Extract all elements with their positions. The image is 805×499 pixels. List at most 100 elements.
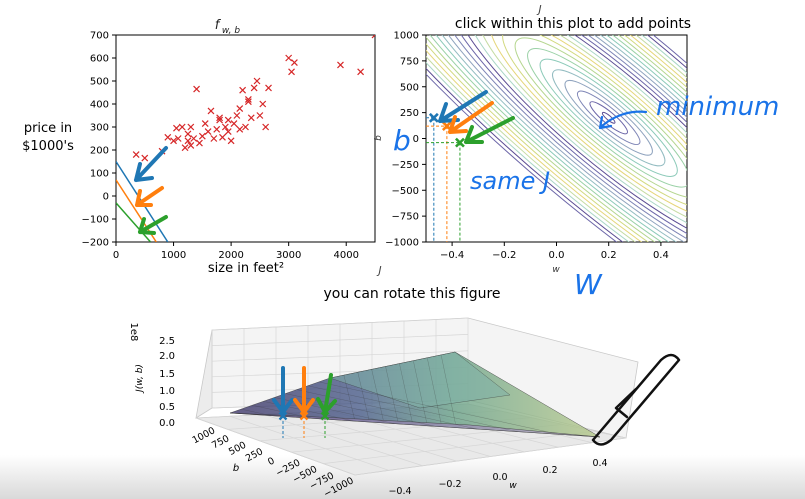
data-point-marker xyxy=(198,132,206,140)
handwritten-labels: b minimum same J W xyxy=(393,92,779,301)
mesh-line xyxy=(285,393,436,427)
data-point-marker xyxy=(337,61,344,69)
mesh-line xyxy=(318,381,559,435)
cost-contour-plot[interactable]: J click within this plot to add points −… xyxy=(237,0,805,451)
z-tick-label: 1.0 xyxy=(159,386,175,397)
contour-line xyxy=(426,35,687,242)
house-price-scatter-plot: f w, b 0 1000 2000 3000 4000 700600500400300… xyxy=(22,18,376,276)
contour-line xyxy=(489,35,687,220)
mesh-line xyxy=(413,360,427,423)
plot1-axes-frame xyxy=(115,34,376,243)
model-line xyxy=(116,202,152,242)
y-tick-label: 300 xyxy=(90,123,109,134)
plot2-axes-frame[interactable] xyxy=(425,34,688,243)
cost-surface-3d-plot[interactable]: J you can rotate this figure 2.5 2.0 1.5 1.… xyxy=(128,264,639,499)
z-tick-label: 0.0 xyxy=(159,418,175,429)
data-point-marker xyxy=(219,133,226,141)
handwritten-same-j: same J xyxy=(470,167,550,195)
plot1-x-ticks: 0 1000 2000 3000 4000 xyxy=(113,242,359,261)
minimum-pointer-arrow xyxy=(598,110,648,130)
data-point-marker xyxy=(290,59,298,67)
contour-line xyxy=(514,37,687,199)
plot1-y-ticks: 700 600 500 400 300 200 100 0 −100 −200 xyxy=(82,31,116,249)
x-tick-label: −0.2 xyxy=(438,479,461,490)
data-point-marker xyxy=(233,112,241,119)
data-point-marker xyxy=(253,77,261,85)
contour-line xyxy=(502,35,687,209)
mesh-line xyxy=(307,385,518,432)
x-tick-label: 2000 xyxy=(218,250,243,261)
grid-line xyxy=(211,317,469,331)
selected-point-marker xyxy=(278,411,288,421)
plot2-title: J xyxy=(536,3,541,16)
data-point-marker xyxy=(210,135,218,142)
mesh-line xyxy=(427,357,442,424)
contour-line xyxy=(527,48,687,188)
grid-line xyxy=(354,437,627,476)
plot3-y-label: b xyxy=(233,463,239,474)
handwritten-minimum: minimum xyxy=(656,92,779,122)
handwritten-w: W xyxy=(574,268,603,301)
data-point-marker xyxy=(224,128,232,136)
x-tick-label: 0.0 xyxy=(492,472,507,483)
data-point-marker xyxy=(184,130,192,138)
data-point-marker xyxy=(213,125,221,133)
data-point-marker xyxy=(357,68,365,76)
selected-point-marker xyxy=(320,411,330,421)
plot3-x-ticks: −0.4 −0.2 0.0 0.2 0.4 xyxy=(388,458,607,497)
plot3-title: J xyxy=(376,264,381,277)
y-tick-label: 0 xyxy=(103,192,109,203)
x-tick-label: 3000 xyxy=(276,250,301,261)
contour-line xyxy=(452,35,687,242)
z-tick-label: 0.5 xyxy=(159,402,175,413)
blue-arrow-icon xyxy=(272,366,294,414)
contour-line xyxy=(426,35,687,242)
x-tick-label: 0.2 xyxy=(601,250,617,261)
x-tick-label: −0.4 xyxy=(440,250,464,261)
contour-line xyxy=(464,35,687,241)
data-point-marker xyxy=(141,154,149,162)
data-point-marker xyxy=(236,105,244,113)
plot1-y-label-line1: price in xyxy=(24,121,72,136)
grid-line xyxy=(229,415,389,471)
data-point-marker xyxy=(239,86,247,94)
contour-line xyxy=(426,35,687,242)
grid-line xyxy=(211,350,469,362)
plot3-z-ticks: 2.5 2.0 1.5 1.0 0.5 0.0 xyxy=(159,336,175,429)
plot3-left-pane xyxy=(195,329,213,419)
plot1-data-points xyxy=(132,35,375,162)
plot3-instruction: you can rotate this figure xyxy=(323,286,500,302)
y-tick-label: −100 xyxy=(82,215,109,226)
green-arrow-icon xyxy=(464,116,515,144)
data-point-marker xyxy=(288,68,295,76)
data-point-marker xyxy=(224,116,232,124)
plot2-selected-points xyxy=(428,112,465,148)
plot2-x-ticks: −0.4 −0.2 0.0 0.2 0.4 xyxy=(440,242,669,261)
orange-arrow-icon xyxy=(135,186,164,207)
z-tick-label: 2.0 xyxy=(159,351,175,362)
z-tick-label: 1.5 xyxy=(159,369,175,380)
y-tick-label: 100 xyxy=(90,169,109,180)
contour-line xyxy=(439,35,687,242)
pen-cursor-icon[interactable] xyxy=(591,353,681,446)
contour-line xyxy=(426,35,687,242)
contour-line xyxy=(552,69,666,167)
data-point-marker xyxy=(193,85,201,93)
data-point-marker xyxy=(164,133,172,141)
x-tick-label: 0.4 xyxy=(592,458,607,469)
y-tick-label: −500 xyxy=(392,186,419,197)
plot1-title: f xyxy=(215,18,222,33)
data-point-marker xyxy=(285,54,293,62)
y-tick-label: 750 xyxy=(400,56,419,67)
data-point-marker xyxy=(371,35,375,39)
selected-point-marker xyxy=(455,137,465,148)
data-point-marker xyxy=(204,128,212,136)
contour-line xyxy=(426,35,687,242)
data-point-marker xyxy=(256,112,264,119)
handwritten-b: b xyxy=(393,124,411,157)
data-point-marker xyxy=(201,120,209,127)
data-point-marker xyxy=(244,95,252,103)
y-tick-label: −250 xyxy=(392,160,419,171)
y-tick-label: 700 xyxy=(90,31,109,42)
